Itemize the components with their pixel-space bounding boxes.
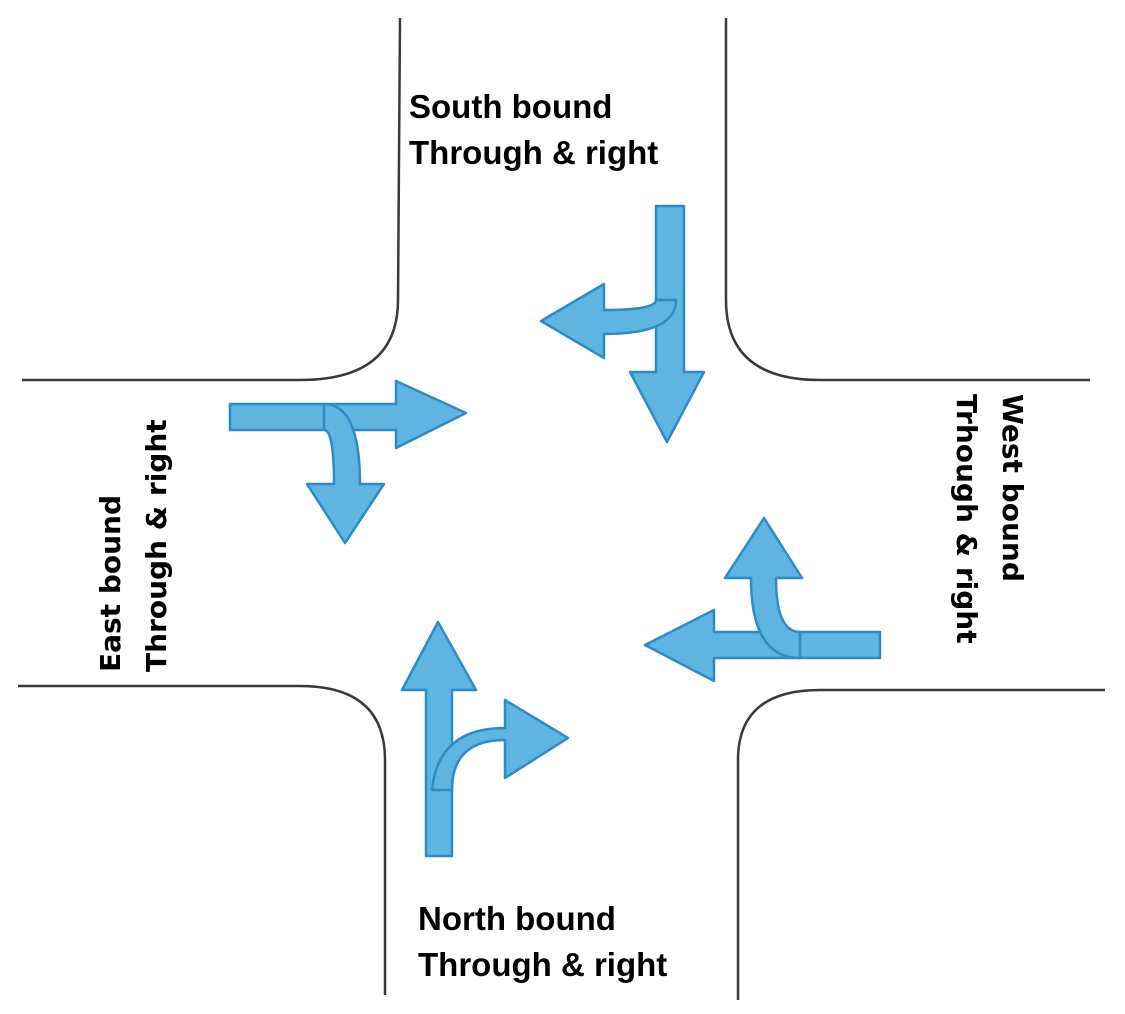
westbound-through-right-arrow bbox=[643, 516, 882, 683]
eastbound-label: East bound Through & right bbox=[88, 419, 180, 672]
westbound-label-line2: Trhough & right bbox=[950, 394, 983, 644]
northbound-label-line2: Through & right bbox=[418, 946, 668, 983]
curb-south-west bbox=[18, 684, 387, 995]
northbound-label: North bound Through & right bbox=[418, 896, 667, 988]
northbound-through-right-arrow bbox=[400, 620, 570, 858]
curb-north-west bbox=[22, 17, 402, 382]
northbound-label-line1: North bound bbox=[418, 900, 616, 937]
curb-north-east bbox=[724, 18, 1090, 382]
southbound-label-line2: Through & right bbox=[409, 134, 659, 171]
westbound-label: West bound Trhough & right bbox=[943, 394, 1035, 644]
eastbound-label-line2: Through & right bbox=[140, 419, 173, 672]
eastbound-through-right-arrow bbox=[228, 379, 468, 545]
southbound-through-right-arrow bbox=[539, 204, 706, 444]
eastbound-label-line1: East bound bbox=[94, 494, 127, 672]
southbound-label-line1: South bound bbox=[409, 88, 613, 125]
southbound-label: South bound Through & right bbox=[409, 84, 658, 176]
westbound-label-line1: West bound bbox=[996, 394, 1029, 582]
curb-south-east bbox=[736, 688, 1105, 1000]
